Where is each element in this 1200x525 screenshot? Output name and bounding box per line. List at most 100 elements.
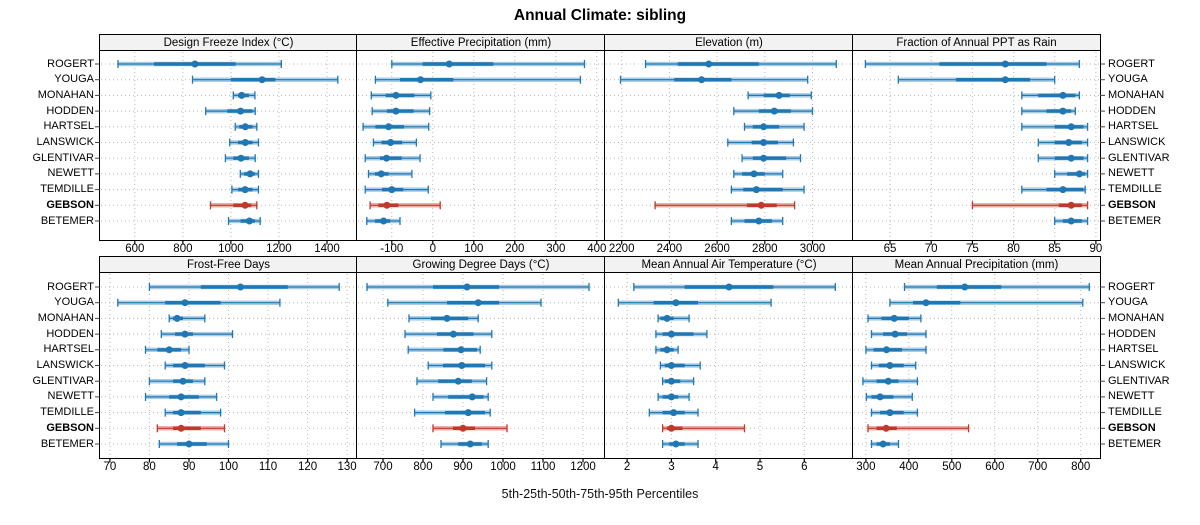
percentile-row-lanswick bbox=[870, 361, 917, 370]
station-label-left-monahan: MONAHAN bbox=[37, 88, 94, 101]
percentile-row-monahan bbox=[168, 314, 206, 323]
station-label-left-gebson: GEBSON bbox=[46, 198, 94, 211]
panel-strip-design-freeze-index-c: Design Freeze Index (°C) bbox=[99, 34, 358, 52]
percentile-row-betemer bbox=[870, 440, 900, 448]
percentile-row-gebson bbox=[156, 424, 226, 433]
panel-strip-effective-precipitation-mm: Effective Precipitation (mm) bbox=[356, 34, 606, 52]
strip-label: Fraction of Annual PPT as Rain bbox=[896, 37, 1057, 49]
x-tick-label: 2400 bbox=[656, 243, 683, 255]
chart-title: Annual Climate: sibling bbox=[513, 7, 687, 24]
strip-label: Effective Precipitation (mm) bbox=[410, 37, 552, 49]
percentile-row-youga bbox=[619, 75, 809, 84]
station-label-right-temdille: TEMDILLE bbox=[1108, 406, 1162, 419]
panel-plot-elevation-m bbox=[606, 52, 852, 245]
x-tick-label: 0 bbox=[429, 243, 436, 255]
station-label-right-hodden: HODDEN bbox=[1108, 327, 1156, 340]
percentile-row-gebson bbox=[654, 201, 796, 210]
station-label-left-glentivar: GLENTIVAR bbox=[32, 374, 94, 387]
x-tick-label: 300 bbox=[856, 461, 876, 473]
x-tick-label: 110 bbox=[258, 461, 278, 473]
percentile-row-monahan bbox=[657, 314, 690, 323]
percentile-row-hartsel bbox=[362, 122, 430, 131]
percentile-row-rogert bbox=[391, 60, 586, 68]
x-tick-label: 100 bbox=[218, 461, 239, 473]
station-label-right-temdille: TEMDILLE bbox=[1108, 183, 1162, 196]
station-label-right-lanswick: LANSWICK bbox=[1108, 136, 1166, 148]
percentile-row-youga bbox=[191, 75, 339, 84]
panel-plot-mean-annual-precipitation-mm bbox=[854, 274, 1105, 463]
percentile-row-hodden bbox=[655, 330, 708, 339]
percentile-row-betemer bbox=[440, 440, 489, 448]
x-tick-label: 5 bbox=[756, 461, 764, 473]
percentile-row-gebson bbox=[867, 424, 970, 433]
percentile-row-temdille bbox=[164, 408, 222, 417]
percentile-row-hodden bbox=[160, 330, 234, 339]
x-tick-label: 800 bbox=[1071, 461, 1091, 473]
x-tick-label: 500 bbox=[942, 461, 962, 473]
station-label-right-hartsel: HARTSEL bbox=[1108, 120, 1159, 133]
x-tick-label: 2600 bbox=[704, 243, 730, 255]
station-label-right-rogert: ROGERT bbox=[1108, 57, 1155, 70]
x-tick-label: 2 bbox=[623, 461, 631, 473]
percentile-row-hodden bbox=[870, 330, 927, 339]
x-tick-label: 65 bbox=[883, 243, 897, 255]
station-label-left-betemer: BETEMER bbox=[40, 214, 94, 227]
percentile-row-glentivar bbox=[741, 154, 802, 163]
percentile-row-hartsel bbox=[234, 122, 258, 131]
station-label-right-glentivar: GLENTIVAR bbox=[1108, 151, 1170, 164]
station-label-left-lanswick: LANSWICK bbox=[36, 359, 94, 371]
percentile-row-glentivar bbox=[224, 154, 256, 163]
x-tick-label: 75 bbox=[965, 243, 979, 255]
x-tick-label: 2200 bbox=[608, 243, 635, 255]
panel-design-freeze-index-c bbox=[95, 50, 358, 245]
percentile-row-newett bbox=[733, 169, 784, 178]
percentile-row-betemer bbox=[730, 217, 784, 225]
percentile-row-hodden bbox=[733, 107, 814, 116]
percentile-row-hodden bbox=[205, 107, 256, 116]
station-label-right-glentivar: GLENTIVAR bbox=[1108, 374, 1170, 387]
percentile-row-temdille bbox=[1021, 185, 1086, 194]
strip-label: Mean Annual Air Temperature (°C) bbox=[641, 259, 817, 271]
percentile-row-rogert bbox=[366, 283, 590, 291]
x-tick-label: 70 bbox=[103, 461, 117, 473]
x-tick-label: 1400 bbox=[314, 243, 340, 255]
panel-plot-frost-free-days bbox=[95, 274, 356, 463]
percentile-row-monahan bbox=[232, 91, 256, 100]
panel-plot-growing-degree-days-c bbox=[358, 274, 604, 463]
panel-plot-design-freeze-index-c bbox=[95, 52, 356, 245]
percentile-row-temdille bbox=[364, 185, 429, 194]
percentile-row-youga bbox=[387, 298, 542, 307]
percentile-row-youga bbox=[617, 298, 772, 307]
percentile-row-temdille bbox=[870, 408, 919, 417]
percentile-row-youga bbox=[897, 75, 1056, 84]
percentile-row-hodden bbox=[371, 107, 431, 116]
station-label-left-rogert: ROGERT bbox=[47, 57, 94, 70]
station-label-left-hartsel: HARTSEL bbox=[43, 120, 94, 133]
x-tick-label: 4 bbox=[712, 461, 719, 473]
station-label-left-glentivar: GLENTIVAR bbox=[32, 151, 94, 164]
strip-label: Growing Degree Days (°C) bbox=[412, 259, 550, 271]
x-tick-label: 600 bbox=[985, 461, 1005, 473]
percentile-row-hodden bbox=[1021, 107, 1076, 116]
panel-growing-degree-days-c bbox=[356, 272, 606, 463]
station-label-right-betemer: BETEMER bbox=[1108, 437, 1162, 450]
percentile-row-gebson bbox=[369, 201, 441, 210]
x-tick-label: 1200 bbox=[266, 243, 292, 255]
x-tick-label: 120 bbox=[298, 461, 318, 473]
x-tick-label: 900 bbox=[453, 461, 473, 473]
x-tick-label: 300 bbox=[546, 243, 566, 255]
percentile-row-gebson bbox=[432, 424, 508, 433]
panel-strip-frost-free-days: Frost-Free Days bbox=[99, 256, 358, 274]
panel-fraction-of-annual-ppt-as-rain bbox=[852, 50, 1105, 245]
percentile-row-rogert bbox=[148, 283, 340, 291]
panel-frost-free-days bbox=[95, 272, 358, 463]
panel-mean-annual-precipitation-mm bbox=[852, 272, 1105, 463]
percentile-row-betemer bbox=[227, 217, 261, 225]
percentile-row-newett bbox=[239, 169, 260, 178]
percentile-row-gebson bbox=[971, 201, 1089, 210]
percentile-row-temdille bbox=[413, 408, 491, 417]
percentile-row-newett bbox=[1054, 169, 1089, 178]
panel-elevation-m bbox=[604, 50, 854, 245]
percentile-row-hartsel bbox=[743, 122, 805, 131]
percentile-row-monahan bbox=[1021, 91, 1081, 100]
